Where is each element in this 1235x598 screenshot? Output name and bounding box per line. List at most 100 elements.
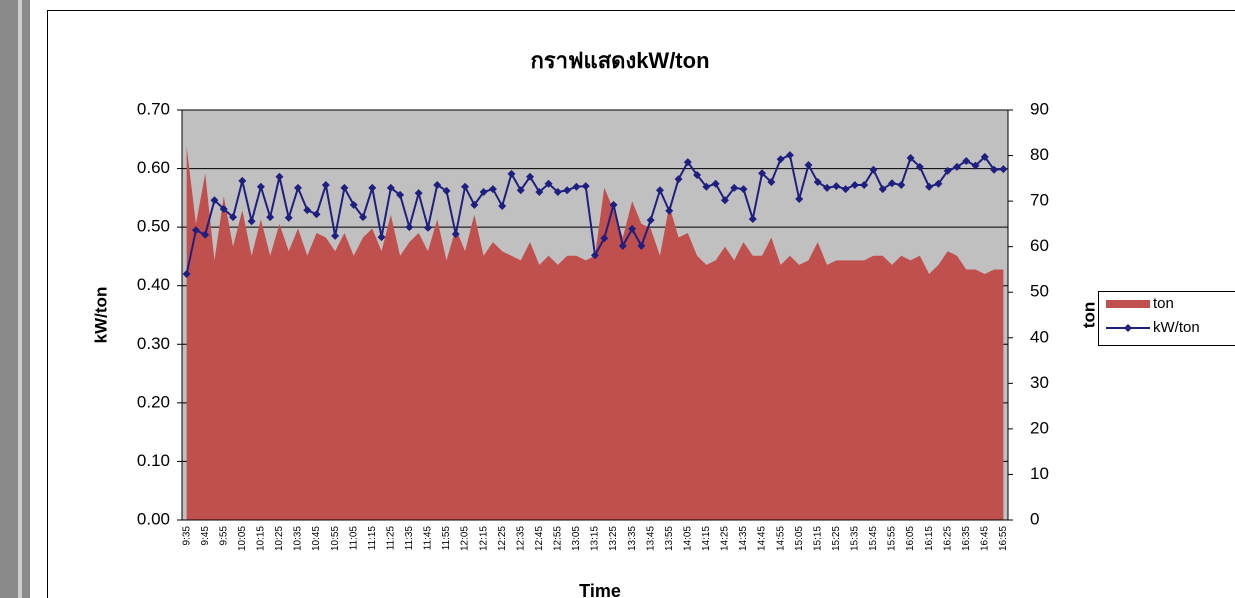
marker [498,202,507,211]
marker [386,183,395,192]
legend-swatch [1106,300,1150,308]
x-tick-label: 14:25 [720,526,731,551]
x-tick-label: 16:25 [942,526,953,551]
marker [915,162,924,171]
x-tick-label: 12:35 [515,526,526,551]
x-tick-label: 11:55 [441,526,452,551]
marker [767,178,776,187]
marker [349,200,358,209]
marker [312,210,321,219]
marker [609,200,618,209]
y-tick-label: 0.40 [137,275,170,294]
x-tick-label: 10:55 [330,526,341,551]
legend-label: kW/ton [1153,319,1200,336]
marker [702,182,711,191]
marker [191,226,200,235]
x-tick-label: 14:05 [682,526,693,551]
y2-axis-label: ton [1079,302,1098,328]
x-tick-label: 16:05 [905,526,916,551]
marker [275,172,284,181]
y2-tick-label: 10 [1030,464,1049,483]
x-tick-label: 16:55 [998,526,1009,551]
x-tick-label: 12:25 [497,526,508,551]
marker [637,241,646,250]
marker [943,166,952,175]
marker [405,223,414,232]
x-tick-label: 14:15 [701,526,712,551]
marker [600,234,609,243]
marker [804,161,813,170]
y-tick-label: 0.10 [137,451,170,470]
y-tick-label: 0.20 [137,392,170,411]
x-tick-label: 13:05 [571,526,582,551]
marker [823,183,832,192]
x-tick-label: 14:55 [775,526,786,551]
marker [461,182,470,191]
side-strip [0,0,30,598]
marker [210,196,219,205]
x-tick-label: 14:45 [757,526,768,551]
marker [182,270,191,278]
y2-tick-label: 40 [1030,327,1049,346]
x-tick-label: 15:05 [794,526,805,551]
marker [377,233,386,242]
marker [971,161,980,170]
x-tick-label: 16:35 [961,526,972,551]
x-tick-label: 14:35 [738,526,749,551]
marker [368,183,377,192]
x-tick-label: 13:55 [664,526,675,551]
x-tick-label: 15:15 [812,526,823,551]
y2-tick-label: 90 [1030,99,1049,118]
marker [581,182,590,191]
y2-tick-label: 0 [1030,509,1039,528]
marker [294,183,303,192]
y-tick-label: 0.30 [137,334,170,353]
marker [758,169,767,178]
x-tick-label: 16:15 [924,526,935,551]
marker [878,185,887,194]
marker [628,224,637,233]
x-tick-label: 12:05 [460,526,471,551]
x-tick-label: 15:25 [831,526,842,551]
marker [785,151,794,160]
y-tick-label: 0.50 [137,217,170,236]
marker [247,217,256,226]
marker [693,171,702,180]
marker [526,172,535,181]
marker [331,231,340,240]
marker [488,185,497,194]
marker [442,186,451,195]
marker [887,179,896,188]
x-tick-label: 12:45 [534,526,545,551]
marker [507,169,516,178]
marker [674,175,683,184]
x-tick-label: 12:55 [553,526,564,551]
legend-marker [1124,324,1132,332]
marker [451,230,460,239]
marker [544,179,553,188]
x-tick-label: 11:45 [423,526,434,551]
legend-label: ton [1153,295,1174,312]
x-tick-label: 11:35 [404,526,415,551]
marker [655,186,664,195]
marker [665,206,674,215]
marker [832,182,841,191]
marker [739,185,748,194]
marker [906,154,915,163]
marker [256,182,265,191]
marker [934,179,943,188]
y2-tick-label: 60 [1030,236,1049,255]
marker [618,241,627,250]
x-tick-label: 15:35 [850,526,861,551]
marker [952,162,961,171]
marker [396,190,405,199]
marker [776,155,785,164]
y2-tick-label: 30 [1030,373,1049,392]
marker [850,180,859,189]
marker [990,165,999,174]
marker [925,182,934,191]
x-tick-label: 10:45 [311,526,322,551]
marker [219,204,228,213]
side-stripe [18,0,22,598]
x-tick-label: 9:55 [218,526,229,546]
